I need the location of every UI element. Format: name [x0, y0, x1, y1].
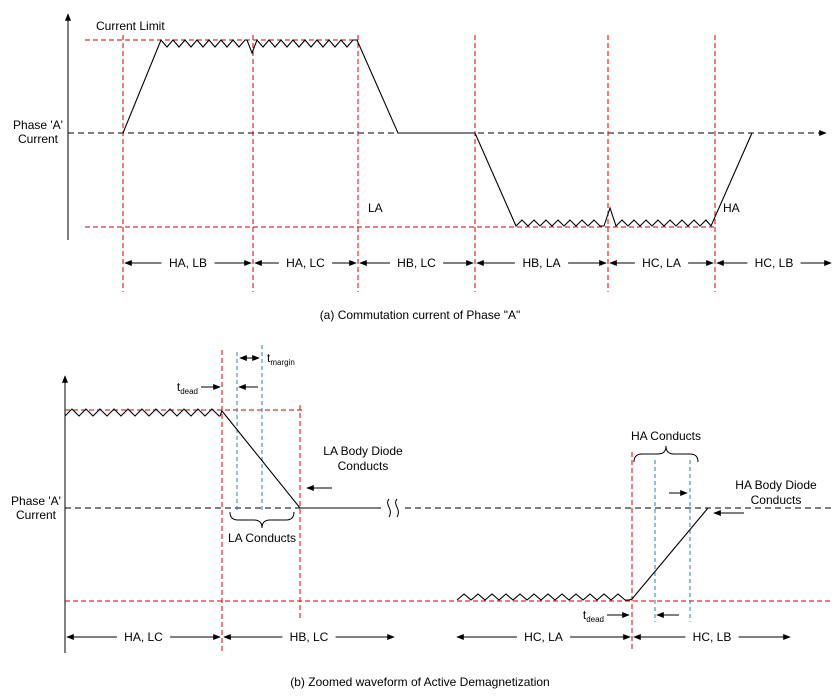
segment-label: HC, LB	[693, 630, 732, 644]
break-symbol-mark-1	[387, 498, 391, 518]
segment-row-a: HA, LB HA, LC HB, LC HB, LA HC, LA HC, LB	[124, 255, 832, 271]
ha-conducts-label: HA Conducts	[631, 429, 701, 443]
la-label: LA	[368, 201, 383, 215]
diagram-b: tmargin tdead LA Body Diode Conducts LA …	[11, 345, 833, 689]
zoomed-waveform-left	[64, 408, 386, 509]
segment-label-bg	[389, 255, 444, 271]
la-body-diode-label-1: LA Body Diode	[323, 444, 403, 458]
current-limit-label: Current Limit	[96, 19, 165, 33]
segment-label: HC, LA	[524, 630, 563, 644]
break-symbol-mark-2	[395, 498, 399, 518]
segment-label-bg	[634, 255, 689, 271]
caption-b: (b) Zoomed waveform of Active Demagnetiz…	[290, 675, 549, 689]
break-symbol-bg	[381, 498, 403, 518]
ha-label: HA	[723, 201, 740, 215]
la-conducts-label: LA Conducts	[228, 531, 296, 545]
segment-row-b: HA, LC HB, LC HC, LA HC, LB	[66, 629, 791, 645]
segment-label-bg	[116, 629, 171, 645]
y-axis-label-b-2: Current	[16, 508, 57, 522]
segment-label: HA, LC	[124, 630, 163, 644]
segment-label: HA, LB	[169, 256, 207, 270]
segment-label: HA, LC	[286, 256, 325, 270]
segment-label-bg	[282, 629, 336, 645]
t-dead-right-label: tdead	[583, 608, 604, 624]
segment-label: HB, LC	[290, 630, 329, 644]
segment-label: HC, LA	[642, 256, 681, 270]
segment-label-bg	[514, 255, 569, 271]
segment-label: HB, LC	[397, 256, 436, 270]
y-axis-label-a-1: Phase 'A'	[13, 118, 63, 132]
la-body-diode-label-2: Conducts	[338, 459, 389, 473]
y-axis-label-a-2: Current	[18, 132, 59, 146]
segment-label-bg	[278, 255, 333, 271]
segment-label: HC, LB	[755, 256, 794, 270]
ha-conducts-brace	[633, 445, 699, 463]
caption-a: (a) Commutation current of Phase "A"	[320, 308, 521, 322]
t-dead-left-label: tdead	[177, 380, 198, 396]
t-margin-label: tmargin	[267, 351, 295, 367]
zoomed-waveform-right	[456, 507, 709, 601]
la-conducts-brace	[229, 511, 295, 529]
segment-label: HB, LA	[522, 256, 560, 270]
diagram-a: Current Limit Phase 'A' Current LA HA HA…	[13, 13, 832, 322]
segment-label-bg	[516, 629, 571, 645]
phase-a-current-waveform	[122, 38, 753, 228]
segment-label-bg	[161, 255, 215, 271]
ha-body-diode-label-2: Conducts	[751, 493, 802, 507]
segment-label-bg	[685, 629, 739, 645]
segment-label-bg	[747, 255, 801, 271]
y-axis-label-b-1: Phase 'A'	[11, 494, 61, 508]
ha-body-diode-label-1: HA Body Diode	[735, 478, 817, 492]
